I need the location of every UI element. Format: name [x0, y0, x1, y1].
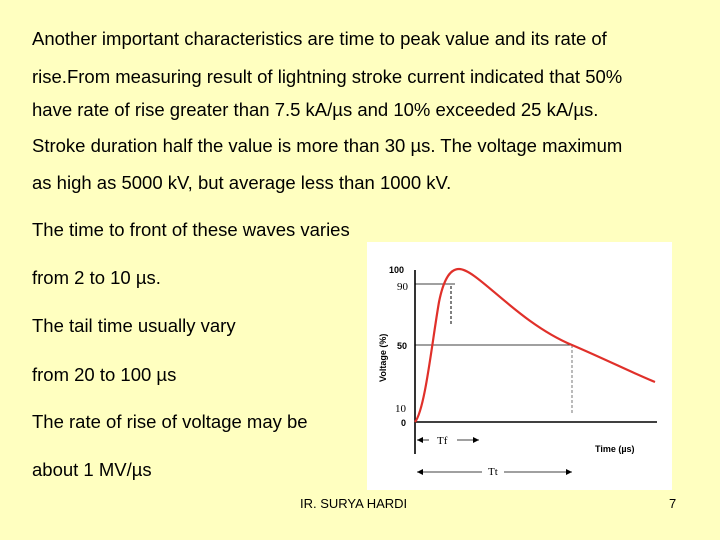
paragraph-line-5: as high as 5000 kV, but average less tha…: [32, 172, 452, 193]
footer-author: IR. SURYA HARDI: [300, 496, 408, 511]
x-axis-label: Time (µs): [595, 444, 635, 454]
side-line-6: about 1 MV/µs: [32, 459, 152, 480]
tick-0: 0: [401, 418, 406, 428]
side-line-2: from 2 to 10 µs.: [32, 267, 161, 288]
paragraph-line-2: rise.From measuring result of lightning …: [32, 66, 623, 87]
paragraph-line-1: Another important characteristics are ti…: [32, 28, 607, 49]
page-number: 7: [669, 496, 677, 511]
paragraph-line-4: Stroke duration half the value is more t…: [32, 135, 623, 156]
impulse-curve: [414, 267, 656, 423]
tt-label: Tt: [488, 466, 498, 478]
tf-label: Tf: [437, 435, 448, 447]
side-line-4: from 20 to 100 µs: [32, 364, 177, 385]
tick-90: 90: [397, 281, 409, 293]
tick-10: 10: [395, 403, 407, 415]
y-axis-label: Voltage (%): [378, 334, 388, 382]
paragraph-line-3: have rate of rise greater than 7.5 kA/µs…: [32, 99, 599, 120]
tick-100: 100: [389, 265, 404, 275]
side-line-1: The time to front of these waves varies: [32, 219, 350, 240]
tt-arrowhead-left: [417, 469, 423, 475]
tt-arrowhead-right: [566, 469, 572, 475]
side-line-3: The tail time usually vary: [32, 315, 236, 336]
tf-arrowhead-right: [473, 437, 479, 443]
side-line-5: The rate of rise of voltage may be: [32, 411, 308, 432]
impulse-wave-figure: 100 90 50 10 0 Voltage (%) Tf Tt Time (µ…: [367, 242, 672, 490]
tf-arrowhead-left: [417, 437, 423, 443]
tick-50: 50: [397, 341, 407, 351]
